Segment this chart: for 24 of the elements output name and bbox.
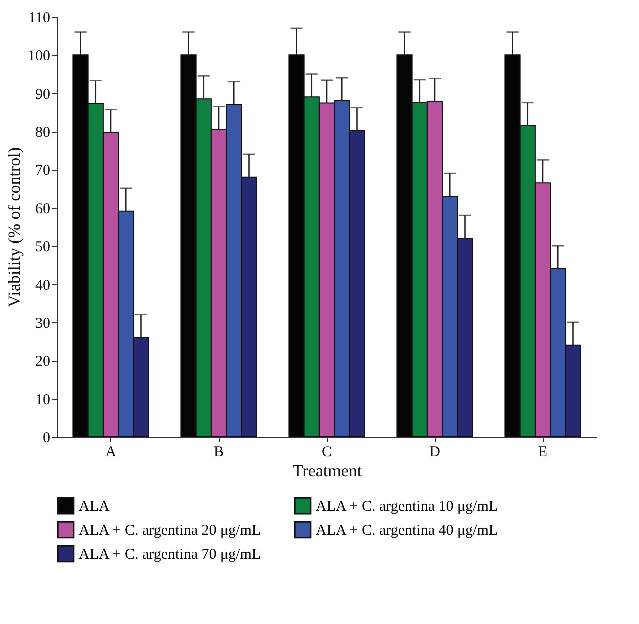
y-tick-label: 110 [28,10,50,26]
y-tick-label: 20 [36,354,50,370]
y-tick-label: 30 [36,316,50,332]
y-tick-label: 70 [36,163,50,180]
legend-label: ALA + C. argentina 20 μg/mL [79,523,262,539]
y-axis-title: Viability (% of control) [5,148,24,308]
x-tick-label: C [322,444,332,460]
y-tick-label: 60 [36,201,50,218]
y-tick-label: 80 [36,125,50,142]
y-tick-label: 0 [43,430,50,446]
y-tick-label: 40 [36,278,50,294]
x-tick-label: D [430,444,441,460]
legend-label: ALA + C. argentina 40 μg/mL [316,523,498,539]
x-tick-label: E [538,444,548,460]
x-axis-title: Treatment [292,462,362,480]
y-tick-label: 100 [28,48,50,65]
y-tick-label: 10 [36,392,50,408]
legend-label: ALA [79,499,110,516]
x-tick-label: A [106,444,117,460]
legend-label: ALA + C. argentina 70 μg/mL [79,547,262,563]
y-tick-label: 50 [36,240,50,256]
legend-label: ALA + C. argentina 10 μg/mL [316,499,498,516]
y-tick-label: 90 [36,86,50,103]
x-tick-label: B [214,444,224,460]
